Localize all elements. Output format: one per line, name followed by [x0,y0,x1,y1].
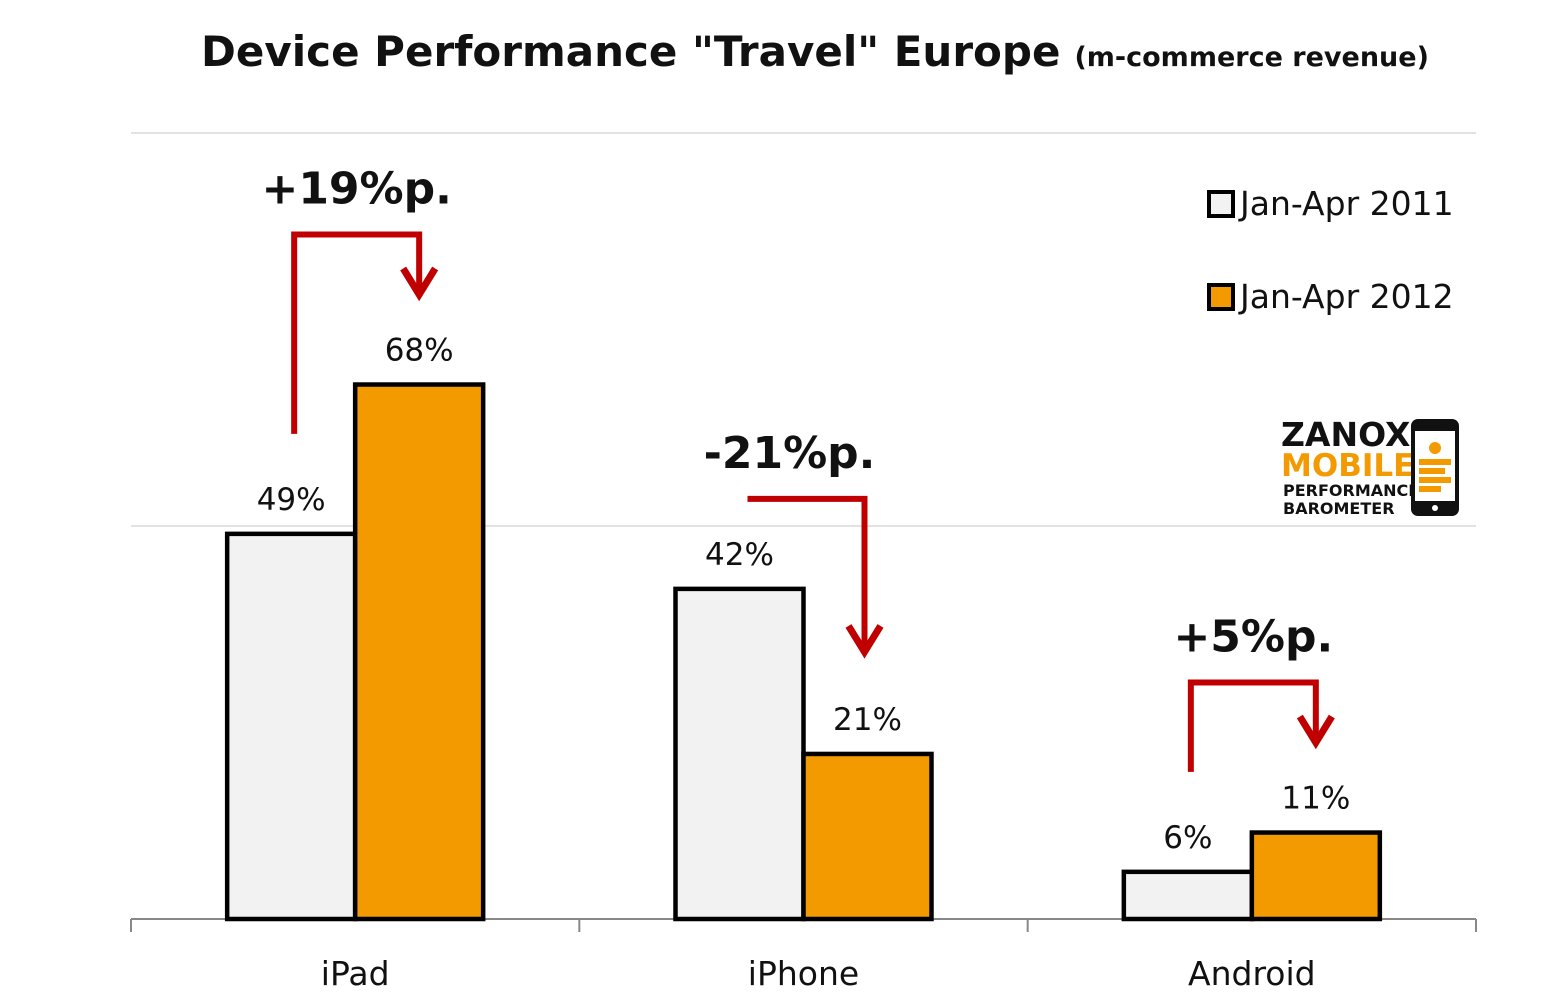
bars [224,382,1383,922]
change-annotation: +19%p. [261,164,452,434]
change-annotations: +19%p. -21%p. +5%p. [261,164,1335,772]
annotation-label: +19%p. [261,164,451,215]
bar-android-2012 [1249,830,1383,922]
legend-swatch-2012 [1207,283,1235,311]
category-label-android: Android [1188,954,1316,993]
phone-icon [1411,419,1459,516]
bar-value-label: 6% [1163,820,1212,856]
chart-title-main: Device Performance "Travel" Europe [201,27,1060,76]
bar-iphone-2011 [673,586,806,922]
bar-ipad-2012 [352,382,486,922]
bar-android-2011 [1121,869,1255,922]
category-label-ipad: iPad [321,954,390,993]
bar-value-label: 42% [705,537,774,573]
annotation-label: +5%p. [1173,612,1333,663]
annotation-bracket [291,231,423,434]
logo-line-zanox: ZANOX [1281,415,1410,454]
legend-label-2011: Jan-Apr 2011 [1238,184,1454,223]
zanox-logo: ZANOX MOBILE PERFORMANCE BAROMETER [1281,415,1459,518]
bar-iphone-2012 [801,751,934,922]
bar-value-label: 11% [1281,781,1350,817]
legend-swatch-2011 [1207,190,1235,218]
change-annotation: +5%p. [1173,612,1335,772]
annotation-arrowhead [1296,714,1335,750]
bar-ipad-2011 [224,531,358,922]
category-label-iphone: iPhone [748,954,859,993]
logo-line-barometer: BAROMETER [1283,499,1395,518]
bar-value-label: 49% [257,482,326,518]
logo-line-mobile: MOBILE [1281,448,1414,484]
change-annotation: -21%p. [704,428,884,659]
bar-value-label: 21% [833,702,902,738]
legend-label-2012: Jan-Apr 2012 [1238,277,1454,316]
annotation-bracket [747,495,868,648]
chart-title: Device Performance "Travel" Europe (m-com… [201,27,1429,76]
annotation-arrowhead [845,624,884,659]
annotation-arrowhead [400,266,439,302]
logo-line-performance: PERFORMANCE [1283,481,1419,500]
category-labels: iPad iPhone Android [321,954,1316,993]
chart-subtitle: (m-commerce revenue) [1074,42,1428,73]
annotation-bracket [1187,679,1319,772]
bar-value-label: 68% [385,333,454,369]
value-labels: 49% 68% 42% 21% 6% 11% [257,333,1351,856]
legend: Jan-Apr 2011 Jan-Apr 2012 [1207,184,1454,316]
annotation-label: -21%p. [704,428,876,479]
